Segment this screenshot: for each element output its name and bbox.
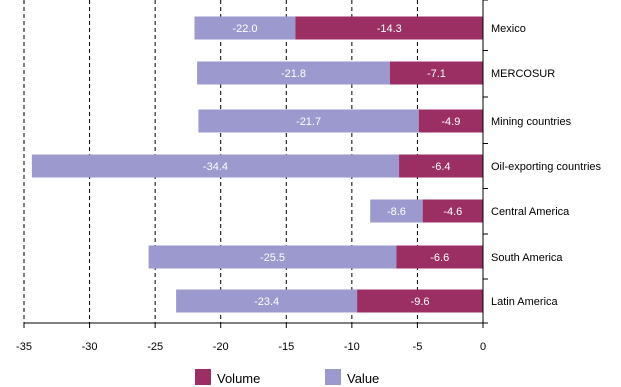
bar-volume-mexico <box>295 16 483 40</box>
axes <box>24 0 484 324</box>
data-label-volume-south-america: -6.6 <box>430 252 449 264</box>
x-tick-label: -30 <box>82 341 98 353</box>
category-label-mexico: Mexico <box>491 23 526 35</box>
bar-value-mining-countries <box>198 109 419 133</box>
bar-value-south-america <box>148 245 397 269</box>
bar-volume-central-america <box>422 199 483 223</box>
category-label-mining-countries: Mining countries <box>491 116 572 128</box>
bars: -22.0 -14.3 -21.8 -7.1 -21.7 -4.9 -34.4 -6.4 -8.… <box>31 16 483 313</box>
data-label-value-mining-countries: -21.7 <box>296 116 321 128</box>
data-label-volume-mexico: -14.3 <box>377 23 402 35</box>
legend-swatch-volume <box>195 369 211 385</box>
x-tick-label: -5 <box>413 341 423 353</box>
legend-label-volume: Volume <box>217 371 260 386</box>
x-tick-label: 0 <box>480 341 486 353</box>
data-label-volume-mercosur: -7.1 <box>427 68 446 80</box>
legend: Volume Value <box>195 369 379 386</box>
category-label-mercosur: MERCOSUR <box>491 68 555 80</box>
data-label-volume-mining-countries: -4.9 <box>441 116 460 128</box>
data-label-value-south-america: -25.5 <box>260 252 285 264</box>
bar-volume-mercosur <box>389 61 483 85</box>
category-label-oil-exporting-countries: Oil-exporting countries <box>491 161 602 173</box>
bar-value-mercosur <box>197 61 390 85</box>
category-label-latin-america: Latin America <box>491 296 559 308</box>
category-labels: Mexico MERCOSUR Mining countries Oil-export… <box>483 0 602 324</box>
x-tick-label: -15 <box>278 341 294 353</box>
data-label-volume-oil-exporting-countries: -6.4 <box>432 161 451 173</box>
legend-swatch-value <box>325 369 341 385</box>
x-tick-label: -25 <box>147 341 163 353</box>
data-label-volume-latin-america: -9.6 <box>411 296 430 308</box>
x-tick-label: -35 <box>16 341 32 353</box>
legend-label-value: Value <box>347 371 379 386</box>
x-tick-label: -10 <box>344 341 360 353</box>
bar-value-latin-america <box>176 289 358 313</box>
bar-volume-mining-countries <box>418 109 483 133</box>
data-label-value-latin-america: -23.4 <box>254 296 279 308</box>
data-label-value-central-america: -8.6 <box>387 206 406 218</box>
bar-volume-latin-america <box>357 289 483 313</box>
data-label-value-oil-exporting-countries: -34.4 <box>203 161 228 173</box>
bar-volume-south-america <box>396 245 483 269</box>
x-tick-label: -20 <box>213 341 229 353</box>
category-label-south-america: South America <box>491 252 563 264</box>
x-axis-ticks: -35 -30 -25 -20 -15 -10 -5 0 <box>16 323 486 353</box>
category-label-central-america: Central America <box>491 206 570 218</box>
data-label-volume-central-america: -4.6 <box>443 206 462 218</box>
bar-value-oil-exporting-countries <box>31 154 400 178</box>
bar-value-mexico <box>194 16 296 40</box>
bar-volume-oil-exporting-countries <box>399 154 483 178</box>
data-label-value-mercosur: -21.8 <box>281 68 306 80</box>
data-label-value-mexico: -22.0 <box>232 23 257 35</box>
bar-value-central-america <box>370 199 423 223</box>
